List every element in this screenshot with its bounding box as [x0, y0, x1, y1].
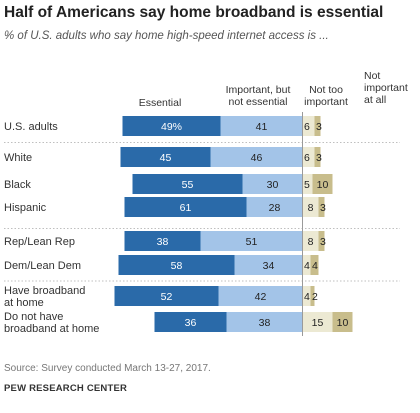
bar-not-important-at-all [312, 174, 333, 194]
brand-logo-text: PEW RESEARCH CENTER [4, 383, 128, 394]
bar-not-too-important [302, 116, 315, 136]
data-label-not-too-important: 8 [308, 202, 314, 214]
bar-essential [124, 197, 247, 217]
data-label-essential: 58 [171, 260, 183, 272]
bar-essential [120, 147, 211, 167]
chart-subtitle: % of U.S. adults who say home high-speed… [4, 30, 329, 42]
data-label-important: 41 [256, 121, 268, 133]
bar-essential [132, 174, 243, 194]
category-label: Have broadband [4, 285, 85, 297]
data-label-essential: 61 [180, 202, 192, 214]
bar-not-too-important [302, 231, 319, 251]
bar-important [242, 174, 303, 194]
chart-title: Half of Americans say home broadband is … [4, 4, 384, 21]
data-label-not-important-at-all: 4 [312, 260, 318, 272]
bar-essential [114, 286, 219, 306]
data-label-not-important-at-all: 2 [312, 291, 318, 303]
data-label-essential: 38 [157, 236, 169, 248]
data-label-important: 42 [255, 291, 267, 303]
bar-important [210, 147, 303, 167]
category-label: Black [4, 179, 31, 191]
category-label: Do not have [4, 311, 63, 323]
bar-not-important-at-all [310, 286, 315, 306]
data-label-not-too-important: 6 [304, 152, 310, 164]
data-label-not-important-at-all: 3 [320, 202, 326, 214]
category-label: Dem/Lean Dem [4, 260, 81, 272]
bar-not-important-at-all [318, 197, 325, 217]
data-label-essential: 36 [185, 317, 197, 329]
bar-important [218, 286, 303, 306]
data-label-not-too-important: 15 [312, 317, 324, 329]
bar-essential [154, 312, 227, 332]
bar-not-important-at-all [332, 312, 353, 332]
data-label-important: 30 [267, 179, 279, 191]
bar-not-too-important [302, 255, 311, 275]
category-label: at home [4, 297, 44, 309]
data-label-not-important-at-all: 3 [320, 236, 326, 248]
data-label-essential: 52 [161, 291, 173, 303]
data-label-not-too-important: 4 [304, 291, 310, 303]
category-label: White [4, 152, 32, 164]
bar-not-important-at-all [310, 255, 319, 275]
data-label-not-too-important: 4 [304, 260, 310, 272]
bar-essential [118, 255, 235, 275]
bar-essential [122, 116, 221, 136]
data-label-important: 28 [269, 202, 281, 214]
bar-not-too-important [302, 174, 313, 194]
data-label-not-too-important: 5 [304, 179, 310, 191]
category-label: broadband at home [4, 323, 99, 335]
data-label-not-important-at-all: 10 [337, 317, 349, 329]
legend-label: not essential [229, 96, 288, 108]
category-label: Rep/Lean Rep [4, 236, 75, 248]
data-label-not-important-at-all: 10 [317, 179, 329, 191]
legend-label: important [364, 82, 408, 94]
data-label-not-important-at-all: 3 [316, 152, 322, 164]
legend-label: Important, but [226, 84, 291, 96]
data-label-important: 38 [259, 317, 271, 329]
legend-label: Not too [309, 84, 343, 96]
data-label-important: 34 [263, 260, 275, 272]
legend-label: important [304, 96, 348, 108]
category-label: U.S. adults [4, 121, 58, 133]
bar-not-too-important [302, 286, 311, 306]
bar-not-too-important [302, 147, 315, 167]
legend-label: Essential [139, 97, 182, 109]
bar-not-important-at-all [314, 116, 321, 136]
legend-label: Not [364, 70, 380, 82]
bar-important [200, 231, 303, 251]
bar-not-too-important [302, 312, 333, 332]
data-label-important: 51 [246, 236, 258, 248]
bar-important [226, 312, 303, 332]
bar-important [234, 255, 303, 275]
bar-important [246, 197, 303, 217]
data-label-not-too-important: 8 [308, 236, 314, 248]
data-label-important: 46 [251, 152, 263, 164]
source-note: Source: Survey conducted March 13-27, 20… [4, 363, 211, 374]
data-label-essential: 49% [161, 121, 182, 133]
bar-not-too-important [302, 197, 319, 217]
bar-essential [124, 231, 201, 251]
data-label-essential: 45 [160, 152, 172, 164]
data-label-essential: 55 [182, 179, 194, 191]
legend-label: at all [364, 94, 386, 106]
bar-important [220, 116, 303, 136]
data-label-not-important-at-all: 3 [316, 121, 322, 133]
data-label-not-too-important: 6 [304, 121, 310, 133]
bar-not-important-at-all [314, 147, 321, 167]
bar-not-important-at-all [318, 231, 325, 251]
category-label: Hispanic [4, 202, 47, 214]
